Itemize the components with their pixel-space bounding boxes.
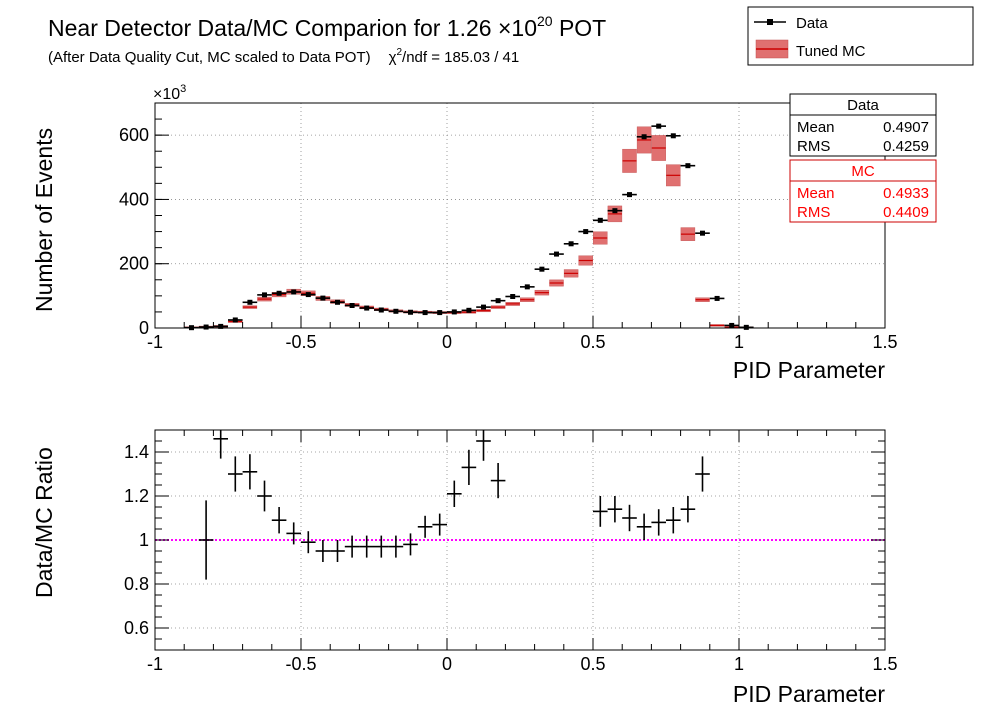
data-stats-mean-label: Mean <box>797 119 835 136</box>
legend: Data Tuned MC <box>747 6 974 66</box>
data-point <box>232 317 238 323</box>
data-point <box>524 284 530 290</box>
data-point <box>700 230 705 236</box>
data-point <box>729 322 735 328</box>
data-point <box>597 217 603 223</box>
data-point <box>539 266 545 272</box>
ratio-y-tick-label: 0.6 <box>124 618 149 638</box>
mc-stats-header: MC <box>851 163 874 180</box>
ratio-y-tick-label: 0.8 <box>124 574 149 594</box>
data-point <box>481 304 486 310</box>
data-stats-header: Data <box>847 97 879 114</box>
mc-histogram <box>184 126 754 329</box>
top-x-tick-label: 1.5 <box>872 332 897 352</box>
top-grid <box>155 103 885 328</box>
data-stats-rms-label: RMS <box>797 138 830 155</box>
legend-data-marker <box>767 19 773 25</box>
data-point <box>554 251 559 257</box>
data-point <box>495 298 501 304</box>
data-point <box>685 163 691 169</box>
ratio-ticks: -1 -0.5 0 0.5 1 1.5 0.6 0.8 1 1.2 1.4 <box>124 429 898 674</box>
data-point <box>364 305 370 311</box>
data-point <box>583 229 589 235</box>
ratio-y-tick-label: 1.4 <box>124 442 149 462</box>
data-point <box>743 324 749 330</box>
data-stats-box: Data Mean 0.4907 RMS 0.4259 <box>789 93 937 157</box>
data-point <box>656 123 662 129</box>
top-x-tick-label: 1 <box>734 332 744 352</box>
ratio-y-tick-label: 1.2 <box>124 486 149 506</box>
data-point <box>466 307 472 313</box>
top-ticks: -1 -0.5 0 0.5 1 1.5 0 200 400 600 <box>119 102 898 352</box>
top-y-axis-label: Number of Events <box>31 128 57 312</box>
ratio-x-tick-label: 0 <box>442 654 452 674</box>
ratio-plot: -1 -0.5 0 0.5 1 1.5 0.6 0.8 1 1.2 1.4 PID Paramete… <box>31 429 898 707</box>
data-point <box>641 134 647 140</box>
mc-stats-box: MC Mean 0.4933 RMS 0.4409 <box>789 159 937 223</box>
top-y-tick-label: 400 <box>119 189 149 209</box>
ratio-x-tick-label: 1 <box>734 654 744 674</box>
data-point <box>670 133 676 139</box>
data-point <box>714 295 720 301</box>
top-y-multiplier: ×103 <box>153 83 186 103</box>
ratio-x-axis-label: PID Parameter <box>733 681 885 707</box>
data-point <box>627 192 632 198</box>
mc-stats-mean-value: 0.4933 <box>883 185 929 202</box>
data-point <box>393 308 399 314</box>
data-histogram <box>184 123 754 331</box>
ratio-y-axis-label: Data/MC Ratio <box>31 447 57 598</box>
data-stats-rms-value: 0.4259 <box>883 138 929 155</box>
data-point <box>437 310 443 316</box>
data-point <box>612 208 618 214</box>
mc-stats-rms-value: 0.4409 <box>883 204 929 221</box>
data-point <box>568 241 574 247</box>
data-stats-mean-value: 0.4907 <box>883 119 929 136</box>
data-point <box>276 290 282 296</box>
data-point <box>320 295 326 301</box>
chart-subtitle: (After Data Quality Cut, MC scaled to Da… <box>48 47 519 66</box>
top-y-tick-label: 0 <box>139 318 149 338</box>
legend-mc-label: Tuned MC <box>796 43 866 60</box>
top-x-tick-label: -1 <box>147 332 163 352</box>
data-point <box>349 303 355 308</box>
ratio-y-tick-label: 1 <box>139 530 149 550</box>
ratio-x-tick-label: 0.5 <box>580 654 605 674</box>
mc-stats-mean-label: Mean <box>797 185 835 202</box>
data-point <box>305 292 311 298</box>
ratio-x-tick-label: -1 <box>147 654 163 674</box>
top-x-axis-label: PID Parameter <box>733 357 885 383</box>
top-x-tick-label: 0 <box>442 332 452 352</box>
chart-title: Near Detector Data/MC Comparion for 1.26… <box>48 13 606 41</box>
data-point <box>247 299 253 305</box>
data-point <box>378 307 384 313</box>
mc-stats-rms-label: RMS <box>797 204 830 221</box>
data-point <box>408 309 413 315</box>
ratio-points <box>198 430 710 580</box>
data-point <box>218 323 224 329</box>
ratio-x-tick-label: 1.5 <box>872 654 897 674</box>
top-y-tick-label: 200 <box>119 254 149 274</box>
data-point <box>262 292 267 298</box>
data-point <box>451 309 457 315</box>
top-y-tick-label: 600 <box>119 125 149 145</box>
data-point <box>335 299 340 305</box>
data-point <box>510 294 516 299</box>
legend-data-label: Data <box>796 15 828 32</box>
data-point <box>291 289 297 295</box>
data-point <box>203 324 209 330</box>
top-x-tick-label: 0.5 <box>580 332 605 352</box>
ratio-x-tick-label: -0.5 <box>285 654 316 674</box>
data-point <box>422 310 428 316</box>
top-plot: -1 -0.5 0 0.5 1 1.5 0 200 400 600 ×103 PID Parame… <box>31 83 898 383</box>
top-x-tick-label: -0.5 <box>285 332 316 352</box>
